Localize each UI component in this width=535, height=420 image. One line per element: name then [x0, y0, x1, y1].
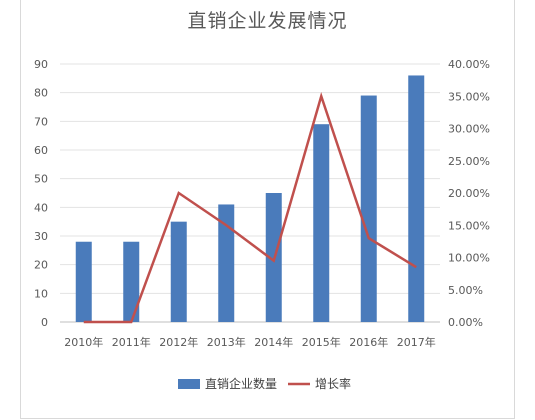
x-axis-ticks: 2010年 2011年 2012年 2013年 2014年 2015年 2016年 2017年 — [64, 335, 436, 349]
x-tick-label: 2015年 — [302, 335, 341, 349]
right-tick-label: 15.00% — [448, 219, 490, 232]
right-tick-label: 30.00% — [448, 123, 490, 136]
x-tick-label: 2014年 — [254, 335, 293, 349]
right-tick-label: 35.00% — [448, 90, 490, 103]
left-tick-label: 80 — [34, 87, 48, 100]
right-tick-label: 5.00% — [448, 284, 483, 297]
left-tick-label: 70 — [34, 115, 48, 128]
legend: 直销企业数量 增长率 — [178, 376, 351, 391]
right-axis-ticks: 0.00% 5.00% 10.00% 15.00% 20.00% 25.00% 30.00%… — [448, 58, 490, 329]
left-tick-label: 90 — [34, 58, 48, 71]
legend-swatch-bar — [178, 379, 200, 389]
left-tick-label: 20 — [34, 259, 48, 272]
left-tick-label: 0 — [41, 316, 48, 329]
left-axis-ticks: 0 10 20 30 40 50 60 70 80 90 — [34, 58, 48, 329]
x-tick-label: 2010年 — [64, 335, 103, 349]
right-tick-label: 0.00% — [448, 316, 483, 329]
right-tick-label: 10.00% — [448, 252, 490, 265]
x-tick-label: 2011年 — [112, 335, 151, 349]
left-tick-label: 40 — [34, 201, 48, 214]
x-tick-label: 2017年 — [397, 335, 436, 349]
x-tick-label: 2012年 — [159, 335, 198, 349]
bar — [360, 95, 377, 323]
line-series — [83, 92, 417, 324]
right-tick-label: 25.00% — [448, 155, 490, 168]
x-tick-label: 2016年 — [349, 335, 388, 349]
bar — [170, 221, 187, 322]
bar-series — [75, 75, 425, 323]
gridlines — [60, 63, 440, 323]
left-tick-label: 10 — [34, 287, 48, 300]
bar — [75, 241, 92, 322]
right-tick-label: 40.00% — [448, 58, 490, 71]
chart-title: 直销企业发展情况 — [187, 10, 348, 32]
left-tick-label: 60 — [34, 144, 48, 157]
left-tick-label: 50 — [34, 173, 48, 186]
legend-label-line: 增长率 — [315, 376, 351, 391]
growth-rate-line — [83, 92, 417, 324]
bar — [218, 204, 235, 322]
left-tick-label: 30 — [34, 230, 48, 243]
right-tick-label: 20.00% — [448, 187, 490, 200]
x-tick-label: 2013年 — [207, 335, 246, 349]
bar — [408, 75, 425, 322]
legend-label-bar: 直销企业数量 — [205, 376, 277, 391]
bar — [313, 124, 330, 322]
bar — [123, 241, 140, 322]
